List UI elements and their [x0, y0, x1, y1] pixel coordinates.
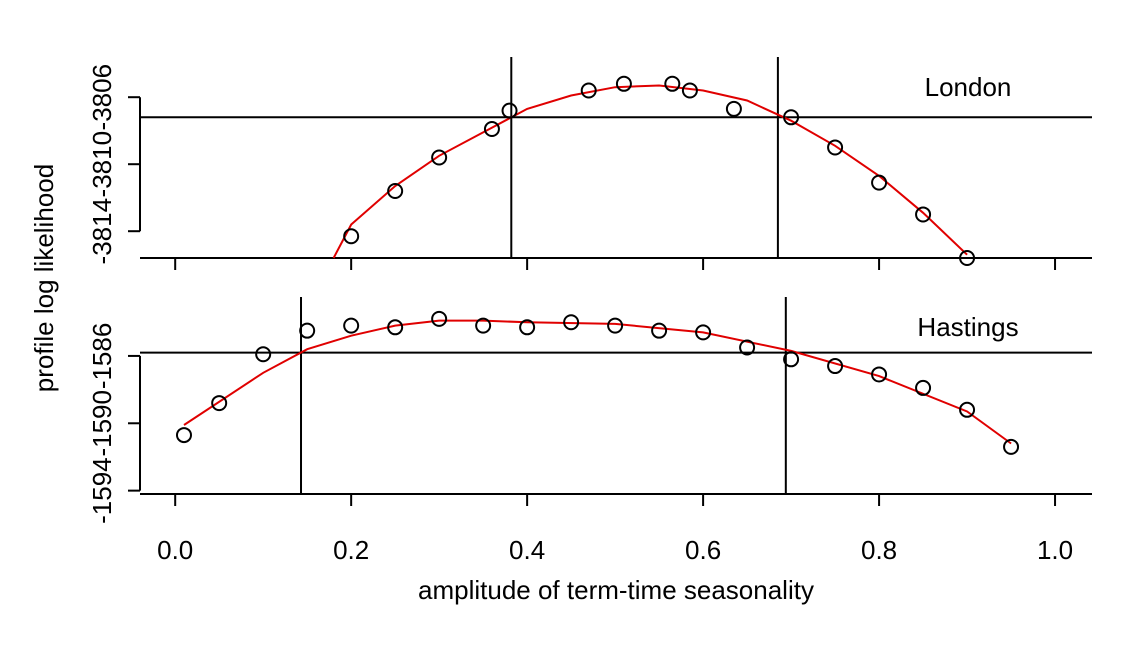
data-point	[725, 100, 742, 117]
data-point	[255, 346, 272, 363]
y-tick-label: -1594	[87, 457, 117, 523]
data-point	[387, 183, 404, 199]
fit-curve	[332, 84, 968, 259]
data-point	[871, 366, 888, 383]
data-point	[739, 339, 756, 356]
x-tick-label: 0.0	[157, 535, 193, 565]
data-point	[959, 250, 976, 266]
data-point	[871, 174, 888, 191]
x-axis-label: amplitude of term-time seasonality	[418, 575, 814, 605]
data-point	[431, 149, 448, 166]
data-point	[519, 319, 536, 336]
data-point	[211, 395, 228, 412]
data-point	[615, 75, 632, 92]
data-point	[563, 314, 580, 331]
data-point	[501, 102, 518, 119]
y-tick-label: -1590	[87, 390, 117, 457]
y-tick-label: -3806	[87, 64, 117, 131]
data-point	[387, 319, 404, 336]
data-point	[695, 324, 712, 341]
data-point	[783, 109, 800, 126]
data-point	[299, 322, 316, 339]
x-tick-label: 1.0	[1037, 535, 1073, 565]
data-point	[343, 317, 360, 334]
x-tick-label: 0.8	[861, 535, 897, 565]
data-point	[915, 379, 932, 396]
data-point	[175, 427, 192, 444]
data-point	[664, 75, 681, 92]
data-point	[959, 401, 976, 418]
x-tick-label: 0.2	[333, 535, 369, 565]
x-tick-label: 0.4	[509, 535, 545, 565]
data-point	[783, 351, 800, 368]
y-tick-label: -1586	[87, 323, 117, 390]
data-point	[607, 317, 624, 334]
x-tick-label: 0.6	[685, 535, 721, 565]
data-point	[827, 139, 844, 156]
data-point	[651, 322, 668, 339]
data-point	[483, 121, 500, 138]
data-point	[915, 206, 932, 223]
data-point	[681, 82, 698, 99]
data-point	[1003, 438, 1020, 455]
data-point	[827, 358, 844, 375]
y-axis-label: profile log likelihood	[29, 164, 59, 392]
y-tick-label: -3814	[87, 198, 117, 265]
data-point	[431, 310, 448, 327]
data-point	[475, 317, 492, 334]
fit-curve	[183, 319, 1012, 445]
data-point	[580, 82, 597, 99]
panel-label: London	[925, 72, 1012, 102]
panel-label: Hastings	[917, 312, 1018, 342]
y-tick-label: -3810	[87, 131, 117, 198]
data-point	[343, 228, 360, 245]
